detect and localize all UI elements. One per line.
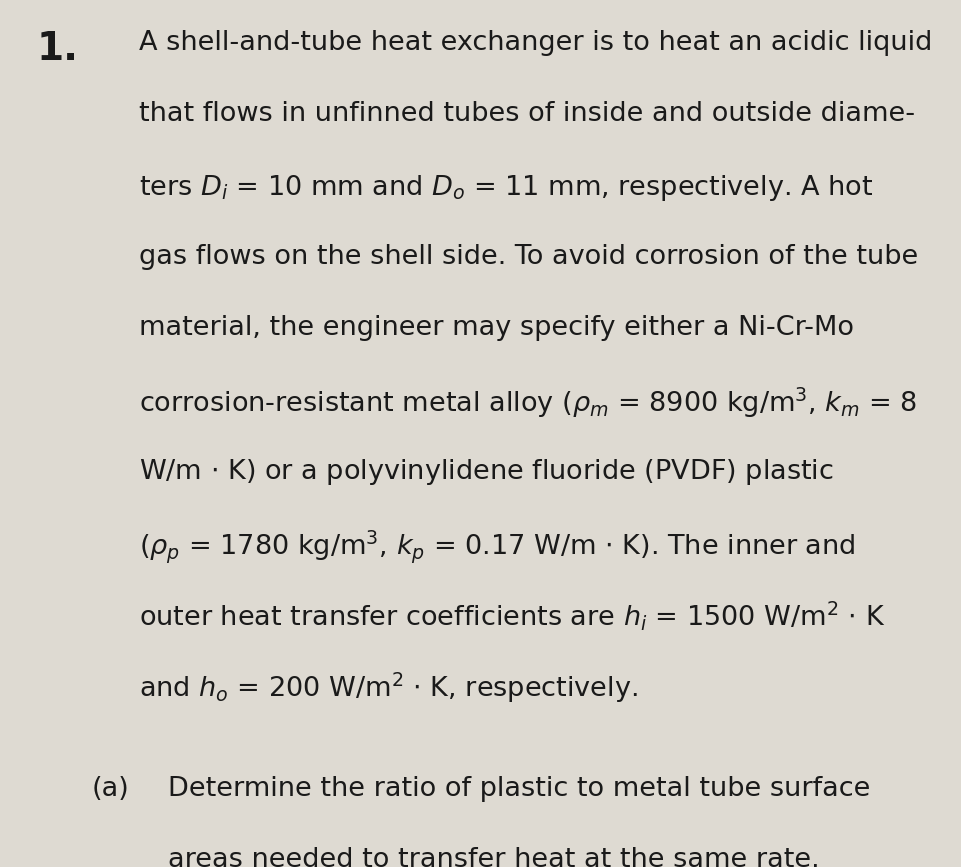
Text: (a): (a): [91, 776, 129, 802]
Text: that flows in unfinned tubes of inside and outside diame-: that flows in unfinned tubes of inside a…: [139, 101, 916, 127]
Text: gas flows on the shell side. To avoid corrosion of the tube: gas flows on the shell side. To avoid co…: [139, 244, 919, 270]
Text: W/m $\cdot$ K) or a polyvinylidene fluoride (PVDF) plastic: W/m $\cdot$ K) or a polyvinylidene fluor…: [139, 457, 834, 487]
Text: 1.: 1.: [37, 30, 79, 68]
Text: outer heat transfer coefficients are $h_i$ = 1500 W/m$^2$ $\cdot$ K: outer heat transfer coefficients are $h_…: [139, 599, 886, 632]
Text: ($\rho_p$ = 1780 kg/m$^3$, $k_p$ = 0.17 W/m $\cdot$ K). The inner and: ($\rho_p$ = 1780 kg/m$^3$, $k_p$ = 0.17 …: [139, 528, 856, 564]
Text: material, the engineer may specify either a Ni-Cr-Mo: material, the engineer may specify eithe…: [139, 315, 854, 341]
Text: areas needed to transfer heat at the same rate.: areas needed to transfer heat at the sam…: [168, 847, 820, 867]
Text: and $h_o$ = 200 W/m$^2$ $\cdot$ K, respectively.: and $h_o$ = 200 W/m$^2$ $\cdot$ K, respe…: [139, 670, 638, 705]
Text: A shell-and-tube heat exchanger is to heat an acidic liquid: A shell-and-tube heat exchanger is to he…: [139, 30, 933, 56]
Text: corrosion-resistant metal alloy ($\rho_m$ = 8900 kg/m$^3$, $k_m$ = 8: corrosion-resistant metal alloy ($\rho_m…: [139, 386, 918, 420]
Text: ters $D_i$ = 10 mm and $D_o$ = 11 mm, respectively. A hot: ters $D_i$ = 10 mm and $D_o$ = 11 mm, re…: [139, 173, 874, 203]
Text: Determine the ratio of plastic to metal tube surface: Determine the ratio of plastic to metal …: [168, 776, 871, 802]
